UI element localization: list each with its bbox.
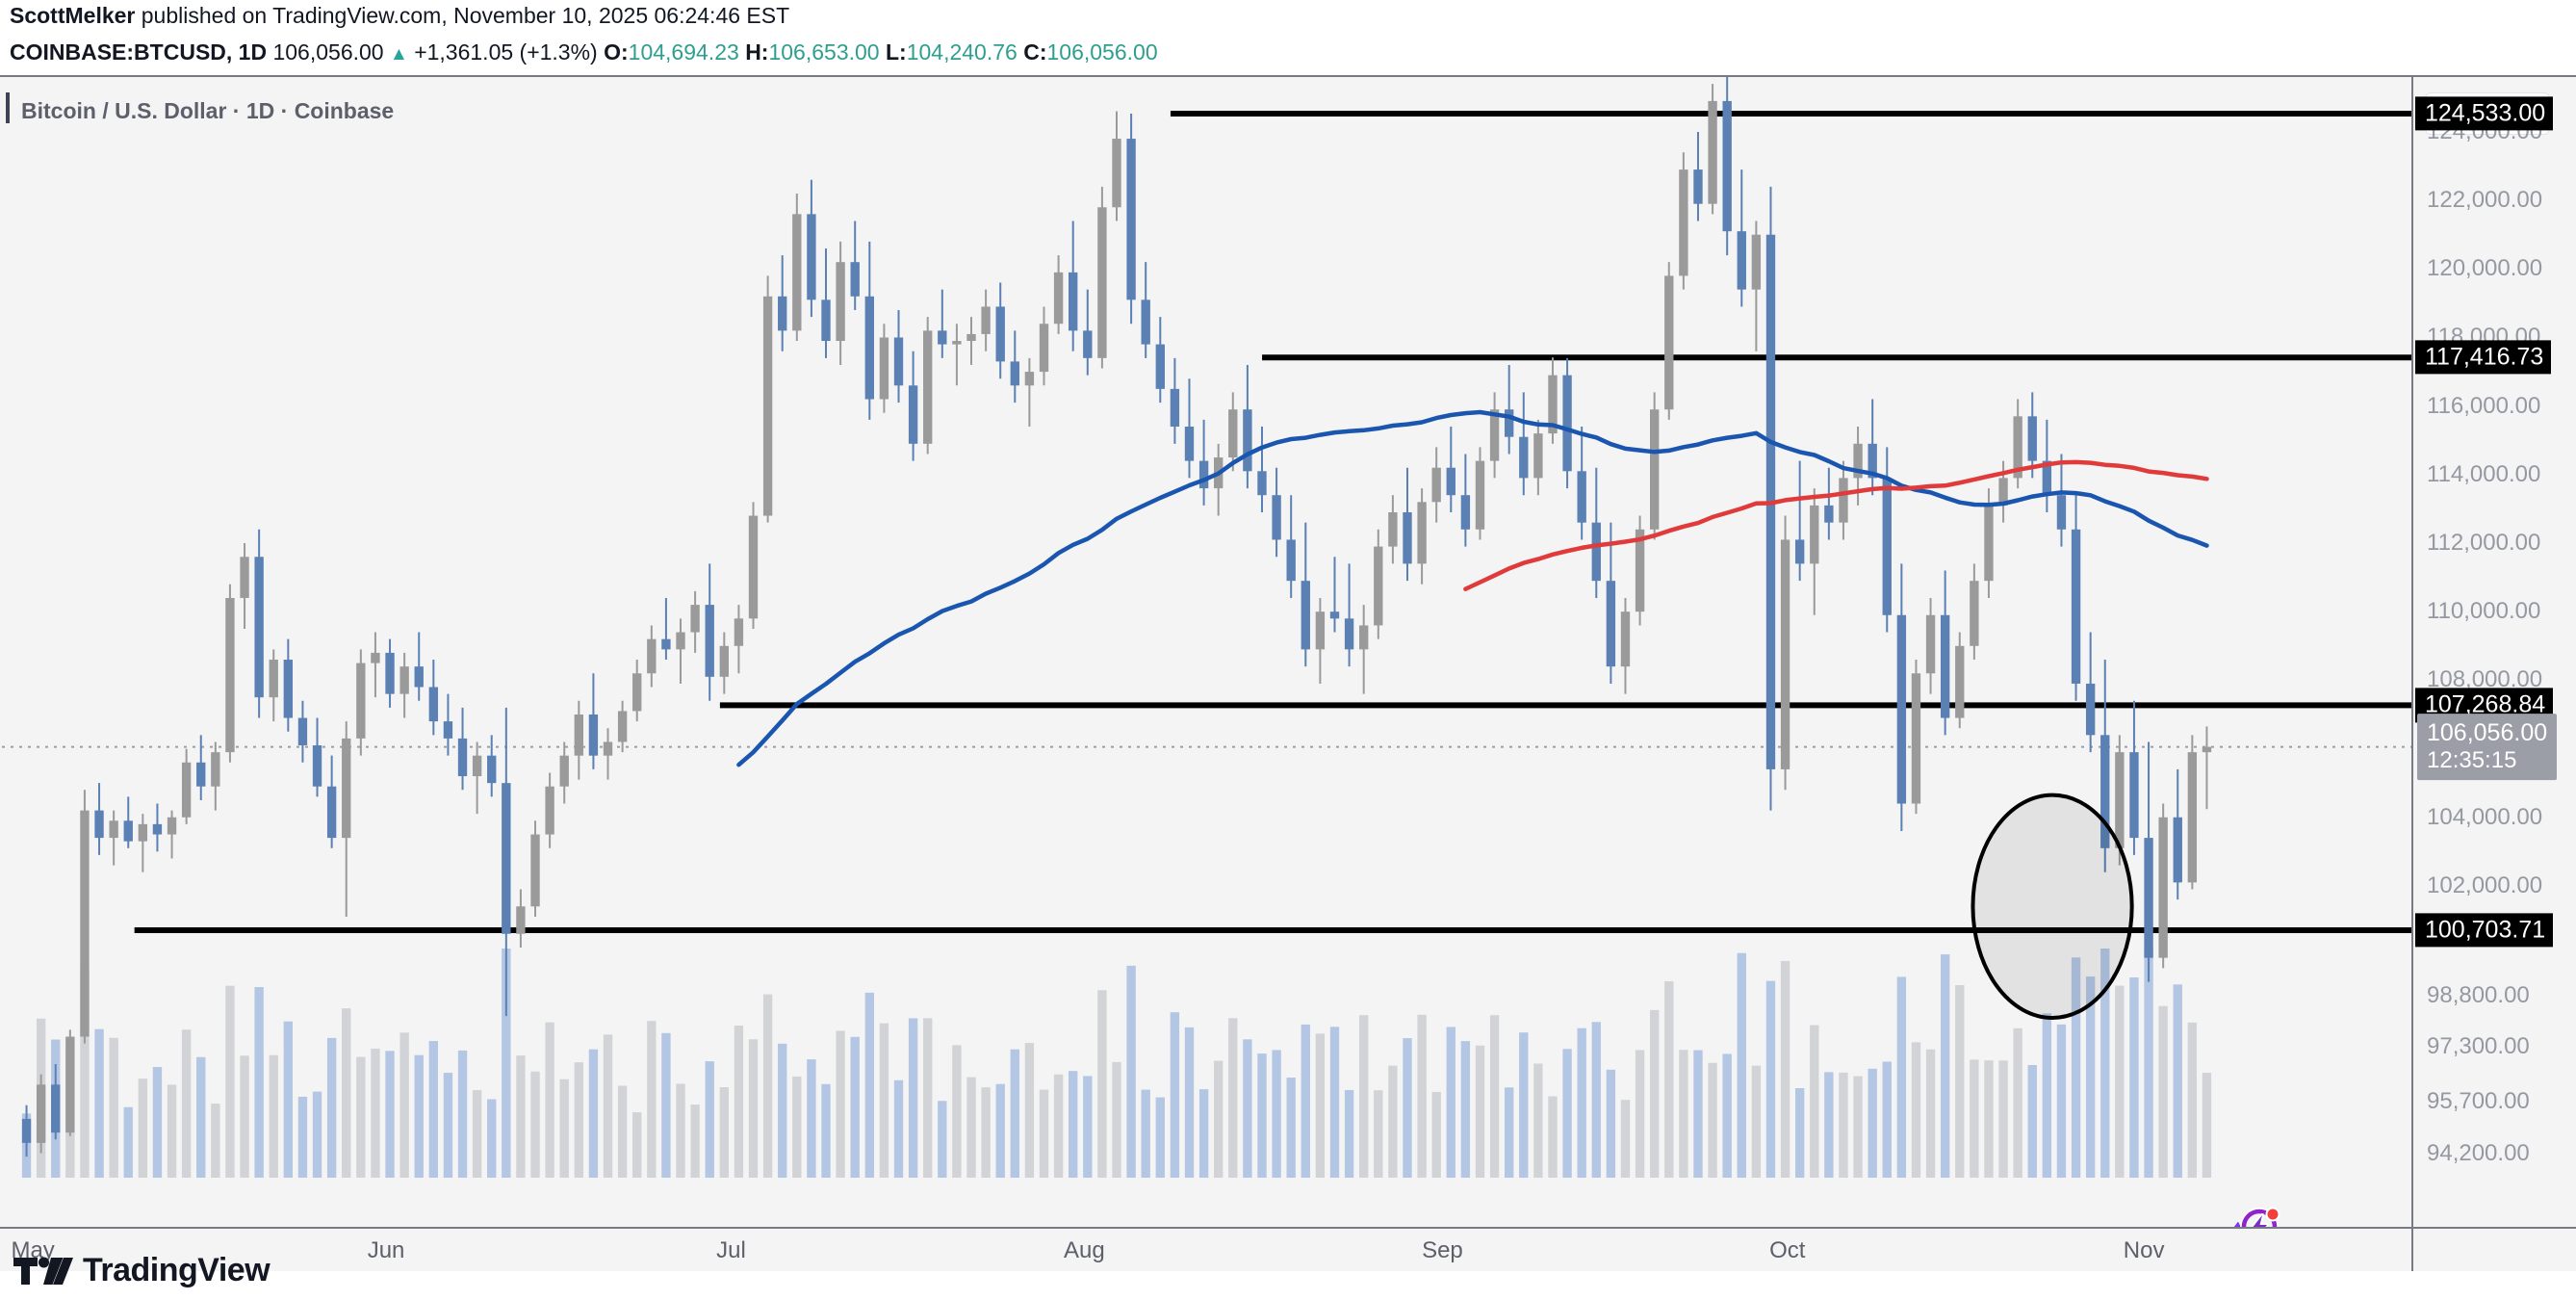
time-tick: Jul bbox=[716, 1237, 746, 1263]
close-value: 106,056.00 bbox=[1046, 39, 1158, 65]
author-name: ScottMelker bbox=[10, 3, 136, 28]
chart-plot-area[interactable] bbox=[2, 77, 2411, 1181]
price-tick: 94,200.00 bbox=[2427, 1139, 2530, 1166]
symbol-label: COINBASE:BTCUSD, 1D bbox=[10, 39, 268, 65]
high-value: 106,653.00 bbox=[768, 39, 880, 65]
current-price-value: 106,056.00 bbox=[2427, 718, 2548, 746]
price-tick: 114,000.00 bbox=[2427, 460, 2541, 487]
price-tick: 112,000.00 bbox=[2427, 530, 2541, 557]
published-text: published on TradingView.com, November 1… bbox=[135, 3, 790, 28]
price-change: +1,361.05 (+1.3%) bbox=[414, 39, 598, 65]
bar-countdown: 12:35:15 bbox=[2427, 746, 2517, 773]
price-tick: 95,700.00 bbox=[2427, 1088, 2530, 1115]
price-tick: 97,300.00 bbox=[2427, 1033, 2530, 1060]
open-value: 104,694.23 bbox=[628, 39, 739, 65]
tradingview-logo-icon bbox=[13, 1257, 73, 1285]
time-tick: Jun bbox=[367, 1237, 405, 1263]
chart-canvas bbox=[2, 77, 2411, 1178]
price-level-label[interactable]: 124,533.00 bbox=[2415, 96, 2554, 131]
publication-header: ScottMelker published on TradingView.com… bbox=[0, 0, 2576, 75]
chart-frame[interactable]: Bitcoin / U.S. Dollar · 1D · Coinbase US… bbox=[0, 75, 2576, 1246]
time-tick: Aug bbox=[1064, 1237, 1105, 1263]
time-tick: Nov bbox=[2123, 1237, 2165, 1263]
low-label: L: bbox=[885, 39, 907, 65]
time-tick: Oct bbox=[1769, 1237, 1806, 1263]
tradingview-wordmark: TradingView bbox=[83, 1252, 270, 1288]
legend-accent-bar bbox=[6, 92, 10, 123]
low-value: 104,240.76 bbox=[906, 39, 1018, 65]
symbol-ohlc-line: COINBASE:BTCUSD, 1D 106,056.00 ▲ +1,361.… bbox=[10, 39, 1158, 65]
close-label: C: bbox=[1023, 39, 1047, 65]
up-triangle-icon: ▲ bbox=[389, 44, 408, 65]
time-scale[interactable]: May Jun Jul Aug Sep Oct Nov bbox=[0, 1227, 2576, 1273]
current-price-label[interactable]: 106,056.00 12:35:15 bbox=[2417, 713, 2558, 781]
open-label: O: bbox=[604, 39, 629, 65]
footer: TradingView bbox=[0, 1252, 2576, 1300]
price-level-label[interactable]: 117,416.73 bbox=[2415, 340, 2552, 375]
price-tick: 116,000.00 bbox=[2427, 392, 2541, 419]
tradingview-logo: TradingView bbox=[13, 1252, 270, 1289]
price-tick: 120,000.00 bbox=[2427, 255, 2543, 282]
price-tick: 98,800.00 bbox=[2427, 981, 2530, 1008]
time-scale-divider bbox=[2411, 1229, 2413, 1273]
price-tick: 104,000.00 bbox=[2427, 803, 2543, 830]
chart-legend-title: Bitcoin / U.S. Dollar · 1D · Coinbase bbox=[21, 98, 395, 123]
time-tick: Sep bbox=[1422, 1237, 1463, 1263]
price-level-label[interactable]: 100,703.71 bbox=[2415, 913, 2554, 948]
price-scale[interactable]: USD 124,000.00122,000.00120,000.00118,00… bbox=[2411, 77, 2574, 1229]
price-tick: 110,000.00 bbox=[2427, 598, 2541, 625]
price-tick: 102,000.00 bbox=[2427, 871, 2543, 898]
price-tick: 122,000.00 bbox=[2427, 187, 2543, 214]
high-label: H: bbox=[745, 39, 769, 65]
last-price: 106,056.00 bbox=[272, 39, 384, 65]
publication-credit: ScottMelker published on TradingView.com… bbox=[10, 3, 789, 29]
